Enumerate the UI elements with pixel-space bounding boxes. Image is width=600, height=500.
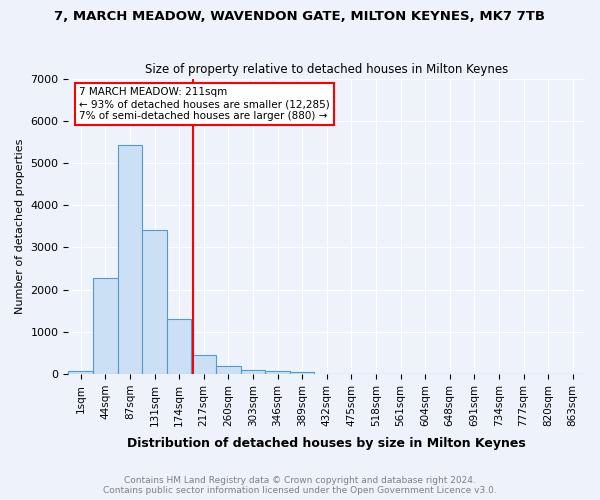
Bar [118,145,142,374]
Title: Size of property relative to detached houses in Milton Keynes: Size of property relative to detached ho… [145,63,508,76]
Bar [167,318,191,374]
Text: 7, MARCH MEADOW, WAVENDON GATE, MILTON KEYNES, MK7 7TB: 7, MARCH MEADOW, WAVENDON GATE, MILTON K… [55,10,545,23]
Bar [68,371,93,374]
Bar [290,372,314,374]
Text: 7 MARCH MEADOW: 211sqm
← 93% of detached houses are smaller (12,285)
7% of semi-: 7 MARCH MEADOW: 211sqm ← 93% of detached… [79,88,329,120]
Bar [142,230,167,374]
Y-axis label: Number of detached properties: Number of detached properties [15,138,25,314]
Bar [191,355,216,374]
Bar [216,366,241,374]
X-axis label: Distribution of detached houses by size in Milton Keynes: Distribution of detached houses by size … [127,437,526,450]
Bar [93,278,118,374]
Bar [241,370,265,374]
Text: Contains HM Land Registry data © Crown copyright and database right 2024.
Contai: Contains HM Land Registry data © Crown c… [103,476,497,495]
Bar [265,372,290,374]
